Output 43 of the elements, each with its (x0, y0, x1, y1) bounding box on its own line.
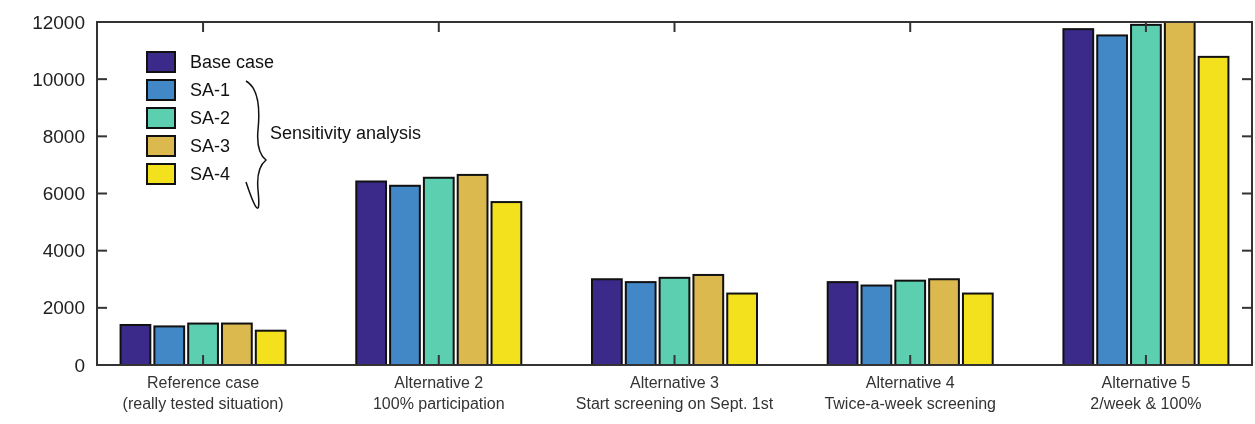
bar (153, 325, 186, 366)
y-tick-label: 6000 (42, 183, 85, 205)
bar (624, 281, 657, 366)
bar (187, 322, 219, 366)
x-tick-label: Alternative 5 2/week & 100% (1090, 374, 1202, 412)
bar (389, 184, 421, 366)
x-tick-label: Alternative 2 100% participation (372, 374, 505, 412)
bar (1130, 23, 1162, 366)
bar (490, 201, 523, 366)
legend-label: SA-4 (190, 164, 231, 185)
bar (456, 173, 489, 366)
annotation: Sensitivity analysis (270, 123, 422, 144)
bar (658, 276, 691, 366)
y-tick-label: 0 (74, 354, 85, 376)
bar (119, 323, 152, 366)
bar (422, 176, 455, 366)
bar (254, 329, 287, 366)
y-tick-label: 10000 (32, 68, 85, 90)
legend-label: SA-2 (190, 108, 231, 129)
legend-label: SA-3 (190, 136, 231, 157)
bar (961, 292, 994, 366)
y-tick-label: 8000 (42, 125, 85, 147)
bar (1163, 21, 1196, 366)
bar (692, 273, 725, 366)
y-tick-label: 4000 (42, 240, 85, 262)
bar (726, 292, 758, 366)
legend-label: SA-1 (190, 80, 231, 101)
bar (1062, 28, 1095, 366)
bar (1096, 34, 1128, 366)
y-tick-label: 12000 (32, 11, 85, 33)
bar (1197, 55, 1230, 366)
bar (928, 278, 960, 366)
bar (826, 281, 859, 366)
bar (894, 279, 927, 366)
legend-label: Base case (190, 52, 275, 73)
bar (355, 180, 388, 366)
bar (860, 284, 893, 366)
x-tick-label: Alternative 3 Start screening on Sept. 1st (575, 374, 774, 412)
bar (591, 278, 623, 366)
bar (221, 322, 253, 366)
y-tick-label: 2000 (42, 297, 85, 319)
x-tick-label: Reference case (really tested situation) (122, 374, 284, 412)
x-tick-label: Alternative 4 Twice-a-week screening (824, 374, 997, 412)
